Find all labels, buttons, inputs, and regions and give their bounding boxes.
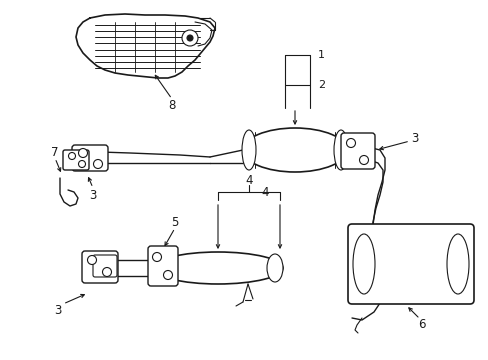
Circle shape xyxy=(359,156,368,165)
Circle shape xyxy=(182,30,198,46)
Circle shape xyxy=(346,139,355,148)
FancyBboxPatch shape xyxy=(148,246,178,286)
FancyBboxPatch shape xyxy=(82,251,118,283)
Ellipse shape xyxy=(266,254,283,282)
Text: 3: 3 xyxy=(89,189,97,202)
Circle shape xyxy=(163,270,172,279)
Text: 2: 2 xyxy=(317,80,325,90)
Circle shape xyxy=(186,35,193,41)
Ellipse shape xyxy=(243,128,346,172)
Text: 4: 4 xyxy=(261,185,268,198)
Text: 3: 3 xyxy=(54,303,61,316)
Polygon shape xyxy=(76,14,215,78)
Text: 3: 3 xyxy=(410,131,418,144)
Text: 1: 1 xyxy=(317,50,325,60)
Ellipse shape xyxy=(153,252,283,284)
FancyBboxPatch shape xyxy=(72,145,108,171)
Text: 4: 4 xyxy=(245,174,252,186)
FancyBboxPatch shape xyxy=(93,255,117,277)
Circle shape xyxy=(87,256,96,265)
Circle shape xyxy=(79,161,85,167)
FancyBboxPatch shape xyxy=(63,150,89,170)
FancyBboxPatch shape xyxy=(347,224,473,304)
Text: 6: 6 xyxy=(417,319,425,332)
Ellipse shape xyxy=(352,234,374,294)
Text: 5: 5 xyxy=(171,216,178,229)
Circle shape xyxy=(79,149,87,158)
Circle shape xyxy=(102,267,111,276)
Ellipse shape xyxy=(153,254,169,282)
Text: 7: 7 xyxy=(51,145,59,158)
Circle shape xyxy=(93,159,102,168)
Ellipse shape xyxy=(446,234,468,294)
Ellipse shape xyxy=(242,130,256,170)
Text: 8: 8 xyxy=(168,99,175,112)
Circle shape xyxy=(152,252,161,261)
Ellipse shape xyxy=(333,130,347,170)
FancyBboxPatch shape xyxy=(340,133,374,169)
Circle shape xyxy=(68,153,75,159)
